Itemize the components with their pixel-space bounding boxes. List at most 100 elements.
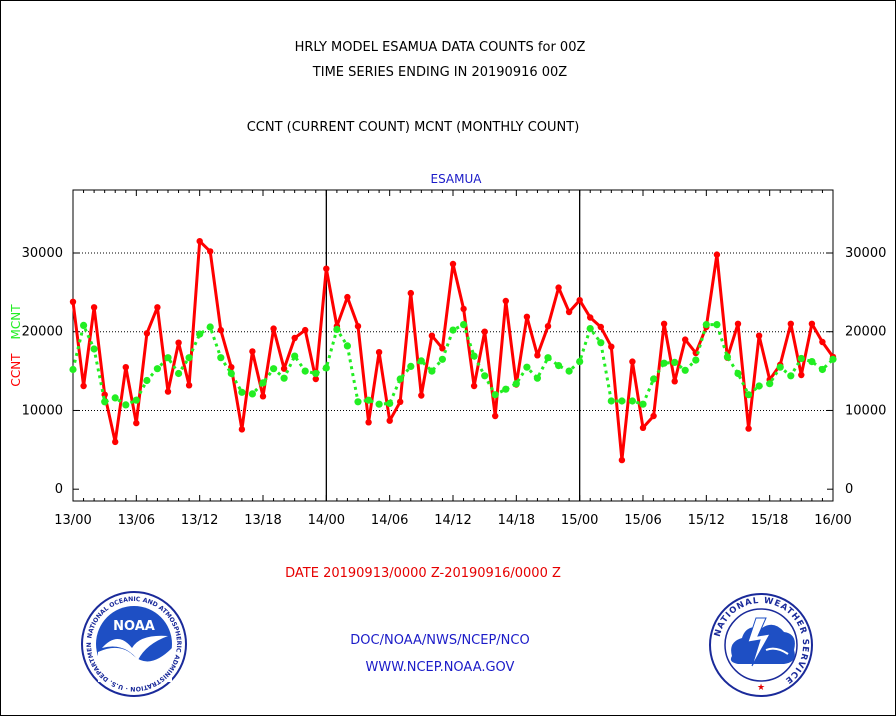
date-range-label: DATE 20190913/0000 Z-20190916/0000 Z xyxy=(285,566,561,581)
x-tick-label: 14/18 xyxy=(498,513,535,528)
x-tick-label: 14/12 xyxy=(434,513,471,528)
data-point-ccnt xyxy=(122,364,129,371)
website-link[interactable]: WWW.NCEP.NOAA.GOV xyxy=(365,660,515,675)
data-point-ccnt xyxy=(618,456,626,464)
x-tick-label: 15/00 xyxy=(561,513,598,528)
data-point-mcnt xyxy=(671,358,679,366)
x-tick-label: 15/18 xyxy=(751,513,788,528)
data-point-mcnt xyxy=(555,362,563,370)
data-point-mcnt xyxy=(797,354,805,363)
data-point-mcnt xyxy=(80,321,88,329)
plot-frame xyxy=(72,189,834,502)
data-point-mcnt xyxy=(787,372,795,380)
data-point-ccnt xyxy=(397,398,404,405)
data-point-mcnt xyxy=(586,325,594,333)
data-point-ccnt xyxy=(217,326,224,334)
data-point-mcnt xyxy=(153,365,161,373)
data-point-mcnt xyxy=(723,353,732,361)
data-point-mcnt xyxy=(217,354,225,362)
y-tick-label-left: 10000 xyxy=(22,403,63,418)
data-point-ccnt xyxy=(523,313,531,320)
data-point-ccnt xyxy=(449,260,457,268)
data-point-ccnt xyxy=(470,382,478,390)
data-point-mcnt xyxy=(428,367,436,375)
data-point-mcnt xyxy=(386,399,394,407)
data-point-ccnt xyxy=(323,265,330,272)
y-tick-label-right: 0 xyxy=(845,482,853,497)
data-point-mcnt xyxy=(365,396,373,404)
x-tick-label: 16/00 xyxy=(814,513,851,528)
data-point-mcnt xyxy=(143,376,151,385)
data-point-ccnt xyxy=(798,371,805,379)
data-point-ccnt xyxy=(312,375,319,383)
data-point-ccnt xyxy=(386,417,393,424)
data-point-mcnt xyxy=(407,362,415,370)
data-point-mcnt xyxy=(776,363,784,371)
data-point-mcnt xyxy=(713,321,721,329)
noaa-logo-icon: NOAA NATIONAL OCEANIC AND ATMOSPHERIC AD… xyxy=(80,590,187,697)
y-tick-label-left: 20000 xyxy=(22,325,63,340)
org-label: DOC/NOAA/NWS/NCEP/NCO xyxy=(350,633,530,648)
data-point-ccnt xyxy=(587,314,594,321)
data-point-ccnt xyxy=(249,348,256,355)
data-point-ccnt xyxy=(639,424,647,431)
data-point-ccnt xyxy=(259,393,267,400)
noaa-logo-text: NOAA xyxy=(113,619,155,634)
data-point-ccnt xyxy=(428,332,436,339)
data-point-ccnt xyxy=(534,352,541,359)
x-tick-label: 13/12 xyxy=(181,513,218,528)
data-point-mcnt xyxy=(449,326,457,334)
data-point-ccnt xyxy=(576,297,583,304)
x-tick-label: 13/00 xyxy=(54,513,91,528)
data-point-mcnt xyxy=(438,355,446,363)
data-point-mcnt xyxy=(491,391,499,399)
data-point-mcnt xyxy=(502,385,510,393)
data-point-mcnt xyxy=(196,330,204,338)
data-point-mcnt xyxy=(375,400,383,408)
data-point-mcnt xyxy=(206,323,214,331)
data-point-mcnt xyxy=(639,400,647,408)
data-point-ccnt xyxy=(808,320,816,327)
data-point-ccnt xyxy=(90,304,98,311)
data-point-ccnt xyxy=(375,349,383,356)
data-point-ccnt xyxy=(291,334,298,342)
data-point-mcnt xyxy=(470,352,478,360)
data-point-mcnt xyxy=(734,369,742,378)
data-point-mcnt xyxy=(628,397,637,405)
data-point-ccnt xyxy=(164,388,172,395)
data-point-mcnt xyxy=(122,401,130,409)
y-tick-label-right: 20000 xyxy=(845,325,886,340)
data-point-mcnt xyxy=(259,379,267,387)
data-point-ccnt xyxy=(787,320,794,327)
x-tick-label: 15/06 xyxy=(624,513,661,528)
data-point-mcnt xyxy=(818,365,827,374)
data-point-mcnt xyxy=(280,374,288,382)
data-point-ccnt xyxy=(175,339,182,346)
data-point-ccnt xyxy=(565,308,573,316)
data-point-mcnt xyxy=(175,369,183,378)
data-point-ccnt xyxy=(629,358,636,365)
y-tick-label-right: 10000 xyxy=(845,403,886,418)
nws-logo-icon: ★ NATIONAL WEATHER SERVICE xyxy=(709,593,813,697)
data-point-ccnt xyxy=(755,332,763,339)
data-point-mcnt xyxy=(481,372,489,380)
x-tick-label: 13/18 xyxy=(244,513,281,528)
data-point-ccnt xyxy=(502,297,509,305)
data-point-ccnt xyxy=(344,293,351,301)
x-tick-label: 14/00 xyxy=(308,513,345,528)
data-point-ccnt xyxy=(819,338,826,346)
data-point-ccnt xyxy=(745,425,752,432)
data-point-ccnt xyxy=(418,392,425,399)
data-point-ccnt xyxy=(302,326,309,334)
data-point-mcnt xyxy=(692,356,700,364)
data-point-mcnt xyxy=(312,369,320,378)
title-line-1: HRLY MODEL ESAMUA DATA COUNTS for 00Z xyxy=(294,40,586,55)
data-point-mcnt xyxy=(512,380,520,388)
data-point-mcnt xyxy=(681,366,689,374)
data-point-mcnt xyxy=(227,369,235,378)
data-point-ccnt xyxy=(207,248,214,255)
x-tick-label: 13/06 xyxy=(118,513,155,528)
data-point-mcnt xyxy=(808,358,816,366)
data-point-mcnt xyxy=(69,365,77,374)
data-point-ccnt xyxy=(185,382,193,389)
